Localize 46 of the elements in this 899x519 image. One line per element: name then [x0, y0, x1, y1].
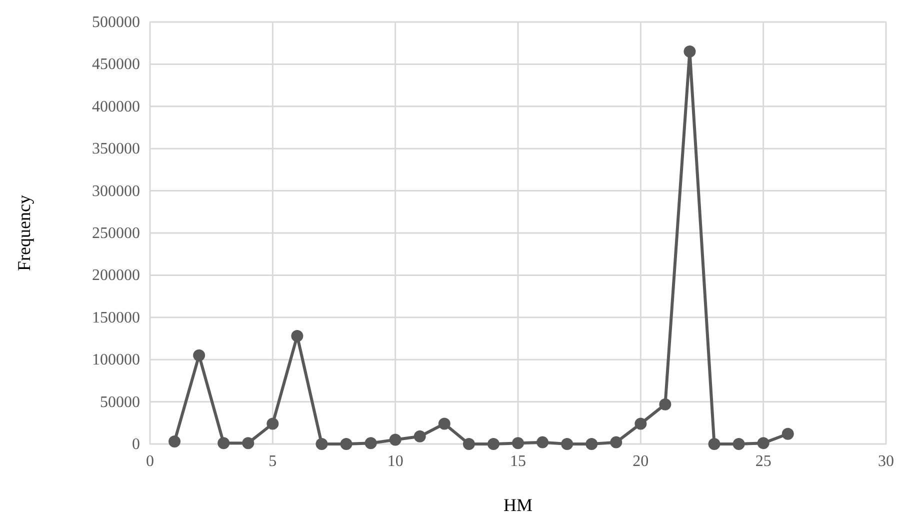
point [732, 438, 745, 450]
y-tick-label: 150000 [92, 309, 140, 326]
point [389, 434, 402, 446]
point [438, 418, 450, 430]
x-axis-title: HM [503, 495, 533, 515]
y-tick-label: 450000 [92, 56, 140, 74]
point [242, 437, 254, 450]
point [757, 437, 770, 450]
point [218, 437, 230, 450]
y-tick-label: 100000 [92, 352, 140, 369]
point [266, 418, 279, 430]
point [168, 435, 181, 448]
x-tick-label: 0 [146, 453, 154, 470]
y-tick-label: 200000 [92, 267, 140, 284]
x-tick-label: 15 [510, 453, 526, 470]
point [364, 437, 377, 450]
y-tick-label: 400000 [92, 98, 140, 116]
point [193, 349, 206, 362]
x-tick-label: 5 [268, 453, 277, 470]
point [659, 398, 672, 410]
point [634, 418, 647, 430]
point [487, 438, 500, 450]
y-tick-label: 300000 [92, 182, 140, 200]
point [316, 438, 328, 450]
point [561, 438, 574, 450]
y-tick-label: 500000 [92, 14, 140, 31]
x-tick-label: 10 [387, 453, 404, 470]
y-tick-label: 0 [132, 436, 140, 453]
x-tick-label: 25 [755, 453, 772, 470]
point [462, 438, 475, 450]
x-tick-label: 20 [632, 453, 649, 470]
point [684, 46, 696, 58]
point [610, 436, 622, 448]
point [340, 438, 352, 450]
point [708, 438, 720, 450]
y-tick-label: 50000 [100, 394, 140, 411]
y-tick-label: 350000 [92, 140, 140, 158]
x-tick-label: 30 [878, 453, 894, 470]
point [536, 436, 549, 448]
y-axis-title: Frequency [14, 195, 34, 271]
point [586, 438, 598, 450]
point [512, 437, 524, 450]
point [782, 428, 794, 440]
point [291, 330, 304, 342]
point [414, 430, 426, 442]
y-tick-label: 250000 [92, 225, 140, 242]
